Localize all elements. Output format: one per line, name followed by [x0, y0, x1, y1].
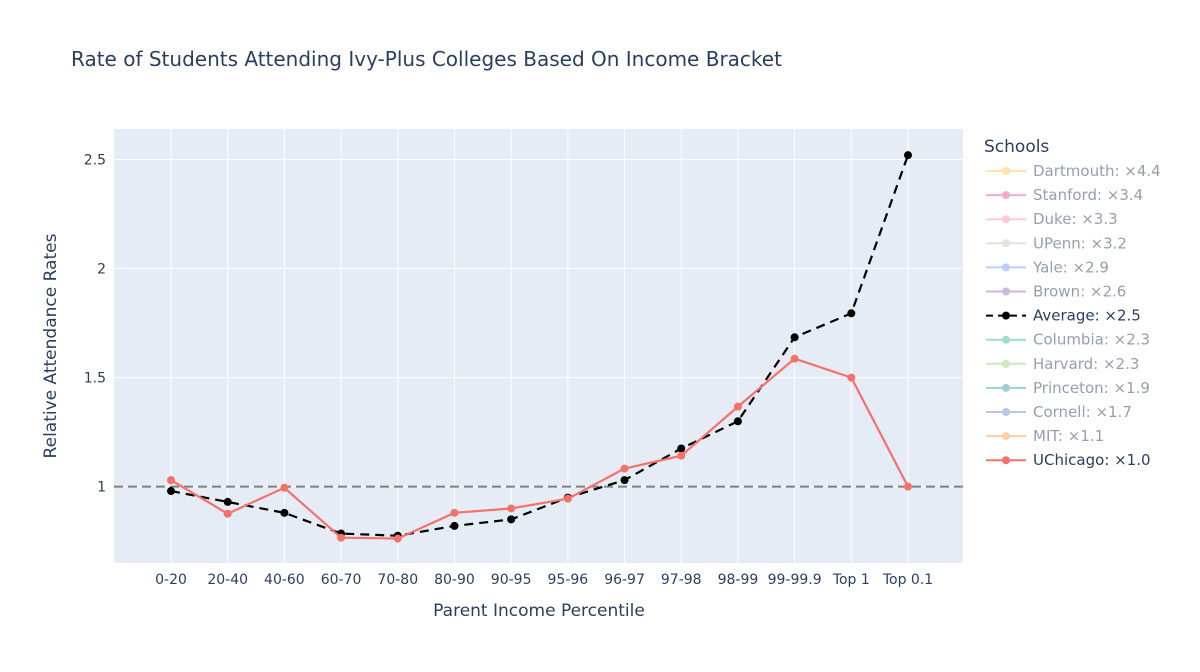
data-point[interactable]	[733, 417, 742, 426]
y-tick-label: 1.5	[84, 371, 106, 387]
x-tick-label: 95-96	[548, 572, 589, 588]
chart-title: Rate of Students Attending Ivy-Plus Coll…	[71, 47, 782, 71]
legend-marker-icon	[1002, 191, 1010, 200]
legend-label: Columbia: ×2.3	[1033, 331, 1150, 349]
data-point[interactable]	[507, 504, 516, 513]
x-tick-label: 96-97	[604, 572, 645, 588]
data-point[interactable]	[450, 521, 459, 530]
series-line[interactable]	[170, 357, 909, 540]
legend-label: Duke: ×3.3	[1033, 210, 1118, 228]
legend-item[interactable]: Brown: ×2.6	[986, 283, 1126, 301]
legend-item[interactable]: UChicago: ×1.0	[986, 451, 1151, 469]
x-tick-label: 70-80	[377, 572, 418, 588]
legend-item[interactable]: Yale: ×2.9	[986, 258, 1109, 276]
x-tick-label: Top 0.1	[882, 572, 933, 588]
data-point[interactable]	[733, 402, 742, 411]
legend-item[interactable]: Average: ×2.5	[986, 307, 1141, 325]
x-axis-label: Parent Income Percentile	[433, 601, 645, 621]
legend-marker-icon	[1002, 359, 1010, 368]
legend-item[interactable]: Columbia: ×2.3	[986, 331, 1150, 349]
y-axis-label: Relative Attendance Rates	[41, 233, 61, 458]
series-average	[167, 151, 912, 540]
legend-marker-icon	[1002, 215, 1010, 224]
data-point[interactable]	[223, 509, 232, 518]
legend-title: Schools	[984, 137, 1049, 157]
legend-item[interactable]: Cornell: ×1.7	[986, 403, 1132, 421]
data-point[interactable]	[677, 451, 686, 460]
legend-marker-icon	[1002, 335, 1010, 344]
legend-marker-icon	[1002, 383, 1010, 392]
data-point[interactable]	[677, 444, 686, 453]
legend-marker-icon	[1002, 311, 1010, 320]
legend-label: Princeton: ×1.9	[1033, 379, 1150, 397]
data-point[interactable]	[904, 482, 912, 491]
legend-label: Average: ×2.5	[1033, 307, 1141, 325]
data-point[interactable]	[620, 476, 629, 485]
series-uchicago	[167, 354, 912, 543]
data-point[interactable]	[620, 464, 629, 473]
legend-marker-icon	[1002, 239, 1010, 248]
legend-marker-icon	[1002, 432, 1010, 441]
data-point[interactable]	[167, 476, 175, 485]
data-point[interactable]	[847, 309, 856, 318]
legend-marker-icon	[1002, 167, 1010, 175]
data-point[interactable]	[393, 534, 402, 543]
legend-label: Cornell: ×1.7	[1033, 403, 1132, 421]
data-point[interactable]	[450, 508, 459, 517]
x-tick-label: 99-99.9	[768, 572, 822, 588]
legend-marker-icon	[1002, 456, 1010, 465]
x-tick-label: Top 1	[832, 572, 870, 588]
x-tick-label: 0-20	[155, 572, 187, 588]
legend-item[interactable]: Duke: ×3.3	[986, 210, 1118, 228]
x-tick-label: 97-98	[661, 572, 702, 588]
legend-item[interactable]: Princeton: ×1.9	[986, 379, 1150, 397]
data-point[interactable]	[847, 373, 856, 382]
legend-label: MIT: ×1.1	[1033, 427, 1104, 445]
legend-label: UChicago: ×1.0	[1033, 451, 1151, 469]
legend-marker-icon	[1002, 263, 1010, 272]
data-point[interactable]	[167, 487, 175, 496]
x-tick-label: 98-99	[718, 572, 759, 588]
data-point[interactable]	[790, 354, 799, 363]
legend-item[interactable]: MIT: ×1.1	[986, 427, 1104, 445]
legend-label: Dartmouth: ×4.4	[1033, 162, 1161, 180]
x-tick-label: 40-60	[264, 572, 305, 588]
legend-label: Harvard: ×2.3	[1033, 355, 1139, 373]
data-point[interactable]	[904, 151, 912, 160]
legend-item[interactable]: Dartmouth: ×4.4	[986, 162, 1161, 180]
legend-item[interactable]: Harvard: ×2.3	[986, 355, 1139, 373]
legend-item[interactable]: UPenn: ×3.2	[986, 234, 1127, 252]
plot-area[interactable]	[114, 129, 963, 563]
x-tick-label: 90-95	[491, 572, 532, 588]
x-tick-label: 60-70	[321, 572, 362, 588]
y-tick-label: 1	[97, 480, 106, 496]
x-tick-label: 80-90	[434, 572, 475, 588]
y-tick-label: 2.5	[84, 153, 106, 169]
legend-label: Stanford: ×3.4	[1033, 186, 1143, 204]
legend-label: Brown: ×2.6	[1033, 283, 1126, 301]
legend: Schools Dartmouth: ×4.4 Stanford: ×3.4 Duk…	[984, 137, 1161, 469]
legend-marker-icon	[1002, 408, 1010, 416]
data-point[interactable]	[223, 497, 232, 506]
data-point[interactable]	[280, 483, 289, 492]
data-point[interactable]	[790, 333, 799, 342]
data-point[interactable]	[507, 515, 516, 524]
y-tick-label: 2	[97, 262, 106, 278]
data-point[interactable]	[563, 494, 572, 503]
x-tick-label: 20-40	[207, 572, 248, 588]
legend-label: Yale: ×2.9	[1032, 258, 1109, 276]
legend-label: UPenn: ×3.2	[1033, 234, 1127, 252]
legend-item[interactable]: Stanford: ×3.4	[986, 186, 1143, 204]
series-line[interactable]	[170, 154, 910, 537]
data-point[interactable]	[337, 533, 346, 542]
data-point[interactable]	[280, 508, 289, 517]
legend-marker-icon	[1002, 287, 1010, 296]
